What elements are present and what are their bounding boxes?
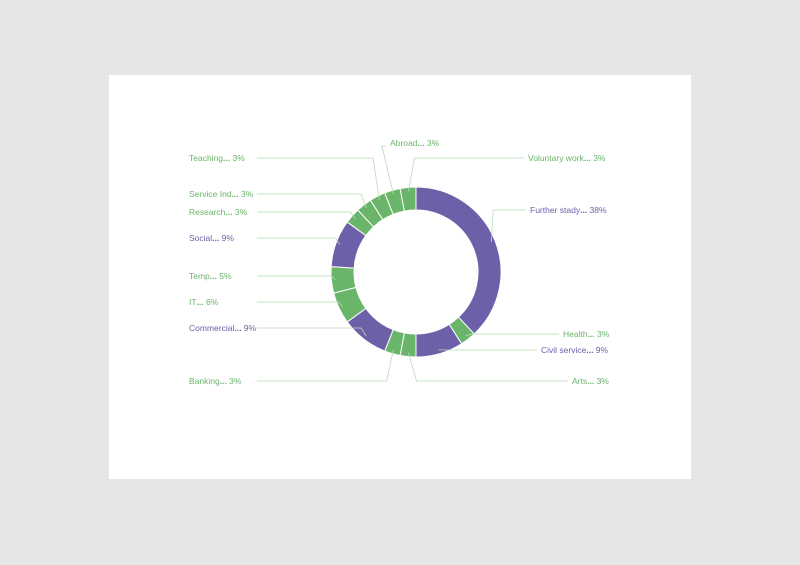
slice-labels: Further stady... 38% Health... 3% Civil se… xyxy=(189,138,610,386)
label-commercial: Commercial... 9% xyxy=(189,323,257,333)
leader-line-further-stady xyxy=(490,209,526,243)
leader-lines xyxy=(257,145,568,382)
label-voluntary-work: Voluntary work... 3% xyxy=(528,153,606,163)
label-social: Social... 9% xyxy=(189,233,234,243)
chart-card: Further stady... 38% Health... 3% Civil se… xyxy=(109,75,691,479)
donut-chart: Further stady... 38% Health... 3% Civil se… xyxy=(189,138,610,386)
leader-line-health xyxy=(465,333,559,337)
label-further-stady: Further stady... 38% xyxy=(530,205,607,215)
leader-line-commercial xyxy=(257,327,367,337)
label-arts: Arts... 3% xyxy=(572,376,609,386)
label-abroad: Abroad... 3% xyxy=(390,138,440,148)
leader-line-abroad xyxy=(381,145,394,195)
label-temp: Temp... 5% xyxy=(189,271,232,281)
leader-line-service-ind xyxy=(257,193,367,209)
leader-line-research xyxy=(257,211,356,219)
label-it: IT... 6% xyxy=(189,297,219,307)
label-service-ind: Service Ind... 3% xyxy=(189,189,254,199)
leader-line-teaching xyxy=(257,157,380,200)
slice-further-stady xyxy=(415,186,502,335)
label-teaching: Teaching... 3% xyxy=(189,153,245,163)
leader-line-temp xyxy=(257,275,336,280)
label-banking: Banking... 3% xyxy=(189,376,242,386)
label-research: Research... 3% xyxy=(189,207,248,217)
leader-line-banking xyxy=(257,349,394,382)
leader-line-arts xyxy=(407,352,568,382)
leader-line-voluntary-work xyxy=(407,157,524,192)
leader-line-it xyxy=(257,301,343,307)
slice-voluntary-work xyxy=(399,186,417,212)
label-health: Health... 3% xyxy=(563,329,610,339)
leader-line-social xyxy=(257,237,341,245)
label-civil-service: Civil service... 9% xyxy=(541,345,609,355)
donut-slices xyxy=(330,186,502,358)
